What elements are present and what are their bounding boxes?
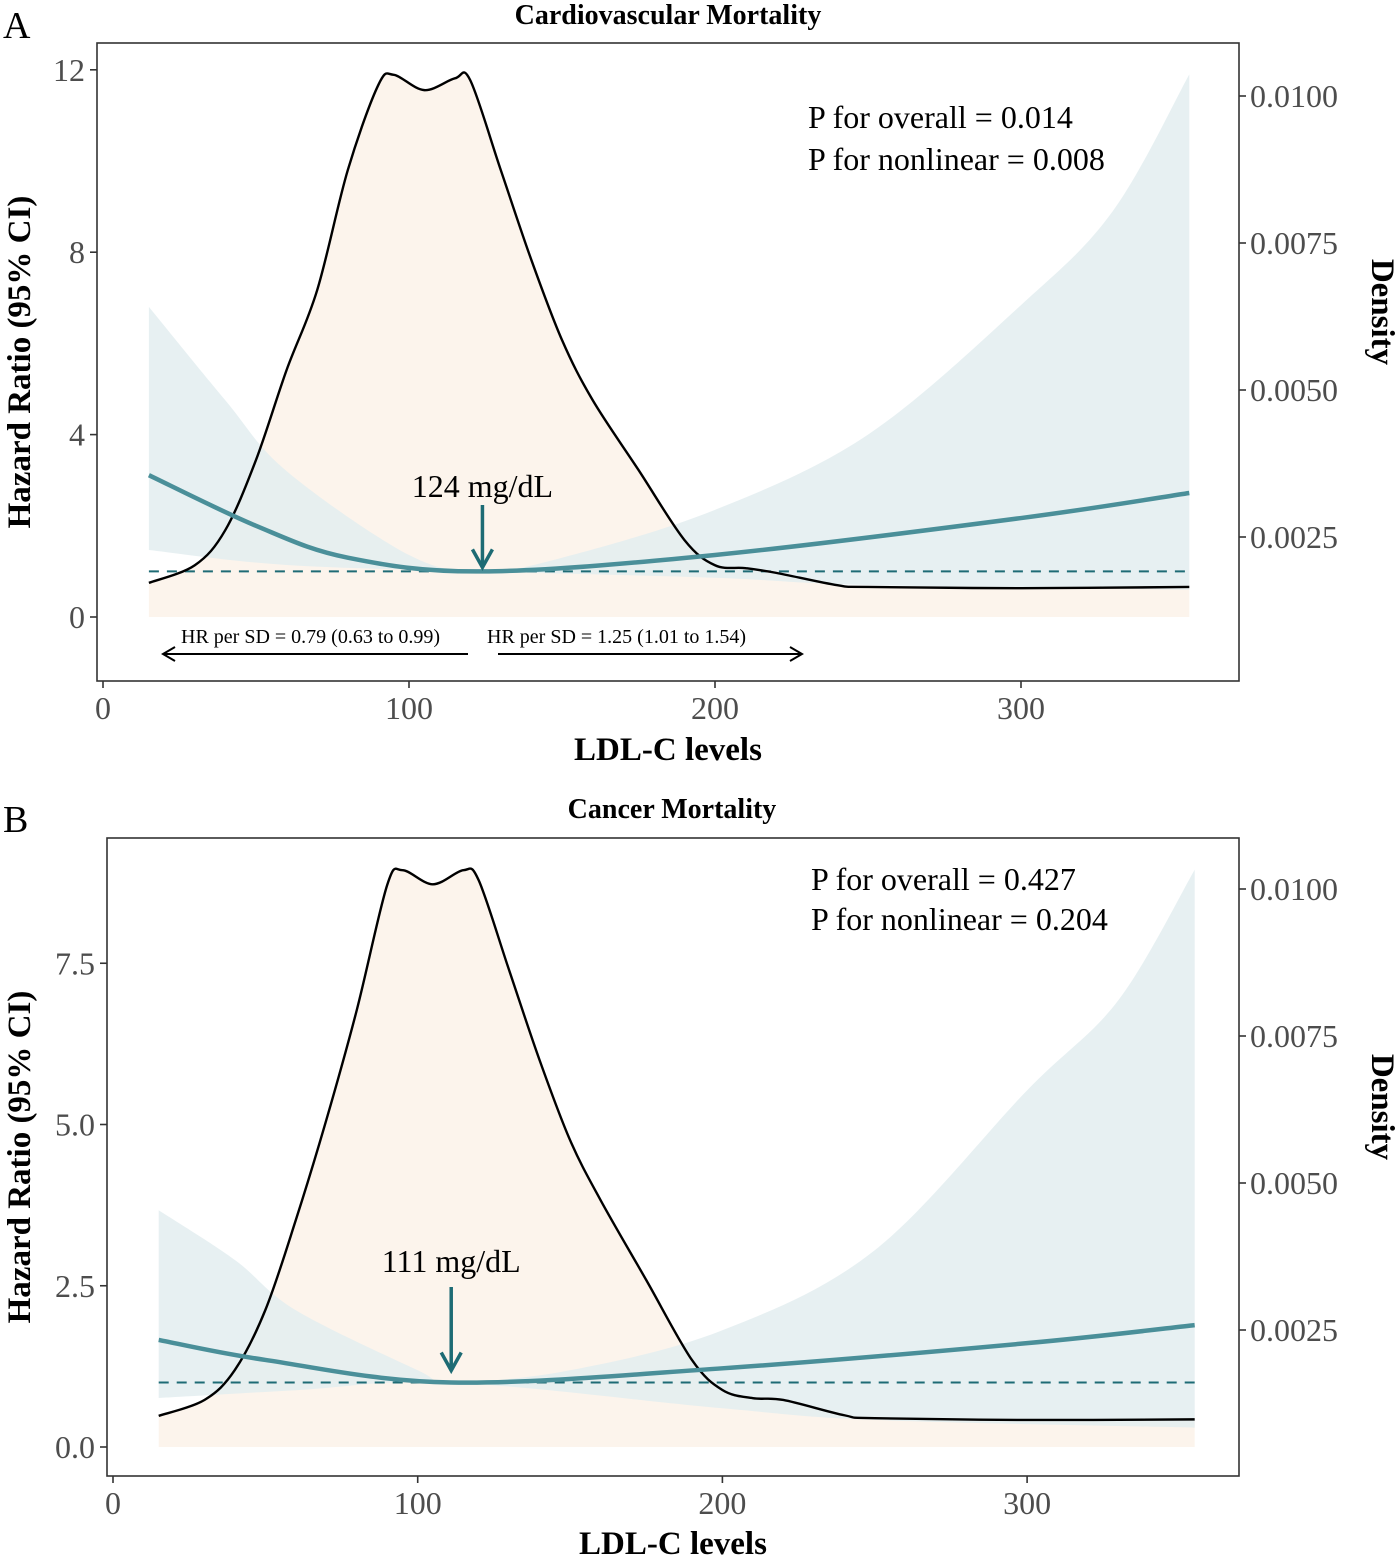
y-tick-label: 7.5 <box>55 945 95 981</box>
y2-tick-label: 0.0100 <box>1250 871 1338 907</box>
x-tick-label: 0 <box>95 690 111 726</box>
y-axis-label: Hazard Ratio (95% CI) <box>2 196 38 529</box>
hr-per-sd-right: HR per SD = 1.25 (1.01 to 1.54) <box>487 626 746 648</box>
panel-label: B <box>3 799 28 841</box>
panel-b: B Cancer Mortality 0 100 200 300 0.0 2.5 5.0 7.5 0… <box>2 794 1400 1559</box>
inflection-arrow-head <box>470 548 494 572</box>
plot-border <box>96 42 1240 682</box>
hazard-ratio-line <box>147 473 1190 574</box>
y-tick-label: 5.0 <box>55 1107 95 1143</box>
density-area <box>158 868 1195 1447</box>
hr-per-sd-left: HR per SD = 0.79 (0.63 to 0.99) <box>181 626 440 648</box>
y2-tick-label: 0.0025 <box>1250 519 1338 555</box>
p-overall-label: P for overall = 0.014 <box>808 99 1073 135</box>
panel-label: A <box>3 5 31 47</box>
y2-tick-label: 0.0075 <box>1250 225 1338 261</box>
inflection-label: 124 mg/dL <box>412 468 553 504</box>
y2-axis-label: Density <box>1364 1054 1400 1161</box>
plot-border <box>106 837 1240 1477</box>
x-tick-label: 200 <box>691 690 739 726</box>
y2-tick-label: 0.0025 <box>1250 1312 1338 1348</box>
y-tick-label: 2.5 <box>55 1268 95 1304</box>
x-tick-label: 300 <box>997 690 1045 726</box>
y-tick-label: 12 <box>53 52 85 88</box>
inflection-arrow-head <box>439 1351 463 1375</box>
x-tick-label: 0 <box>105 1485 121 1521</box>
x-tick-label: 100 <box>385 690 433 726</box>
density-line <box>148 71 1190 590</box>
density-line <box>158 867 1195 1422</box>
y2-tick-label: 0.0075 <box>1250 1018 1338 1054</box>
y2-axis-label: Density <box>1364 259 1400 366</box>
x-tick-label: 300 <box>1003 1485 1051 1521</box>
chart-title: Cardiovascular Mortality <box>515 0 822 31</box>
panel-a: A Cardiovascular Mortality 0 100 200 300 0 4 8 12… <box>2 0 1400 768</box>
y2-tick-label: 0.0050 <box>1250 372 1338 408</box>
hr-left-arrow-head <box>161 646 176 662</box>
y-tick-label: 4 <box>69 417 85 453</box>
p-nonlinear-label: P for nonlinear = 0.204 <box>811 901 1108 937</box>
p-overall-label: P for overall = 0.427 <box>811 861 1076 897</box>
y2-tick-label: 0.0100 <box>1250 78 1338 114</box>
x-tick-label: 100 <box>394 1485 442 1521</box>
inflection-label: 111 mg/dL <box>382 1243 521 1279</box>
y-tick-label: 0 <box>69 599 85 635</box>
x-tick-label: 200 <box>698 1485 746 1521</box>
y-tick-label: 0.0 <box>55 1429 95 1465</box>
y-tick-label: 8 <box>69 234 85 270</box>
hazard-ratio-line <box>158 1322 1195 1385</box>
confidence-band <box>158 869 1195 1428</box>
hr-right-arrow-head <box>789 646 804 662</box>
y2-tick-label: 0.0050 <box>1250 1165 1338 1201</box>
x-axis-label: LDL-C levels <box>579 1526 767 1559</box>
chart-title: Cancer Mortality <box>568 794 777 825</box>
y-axis-label: Hazard Ratio (95% CI) <box>2 991 38 1324</box>
density-area <box>148 72 1190 618</box>
p-nonlinear-label: P for nonlinear = 0.008 <box>808 141 1105 177</box>
confidence-band <box>148 74 1190 590</box>
x-axis-label: LDL-C levels <box>574 732 762 768</box>
